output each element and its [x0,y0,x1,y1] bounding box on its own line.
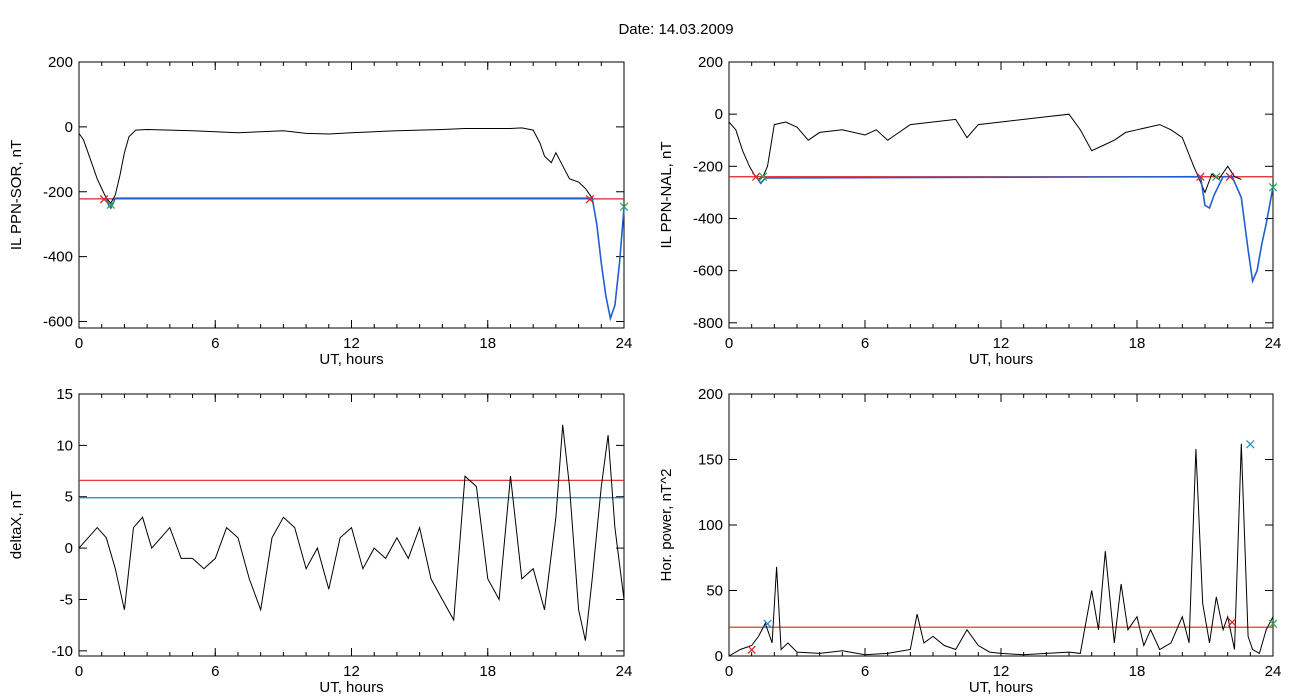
chart2-ytick-label: 200 [698,54,723,71]
figure-title: Date: 14.03.2009 [618,21,733,38]
chart1-ytick-label: -200 [43,184,73,201]
chart1-ytick-label: -600 [43,314,73,331]
chart1-ytick-label: 0 [65,119,73,136]
chart2-plot-frame [728,61,1274,329]
chart3-plot-frame [78,393,625,657]
chart1-xlabel: UT, hours [319,351,383,368]
chart4-xtick-label: 24 [1265,663,1282,680]
chart2-ytick-label: -400 [693,210,723,227]
chart4-ytick-label: 0 [715,648,723,665]
chart2-xtick-label: 24 [1265,335,1282,352]
chart2-ylabel: IL PPN-NAL, nT [658,142,675,249]
chart3-ytick-label: 15 [56,386,73,403]
chart1-xtick-label: 6 [211,335,219,352]
chart2-xlabel: UT, hours [969,351,1033,368]
chart1-xtick-label: 24 [616,335,633,352]
chart3-ytick-label: 10 [56,437,73,454]
chart2-ytick-label: -600 [693,263,723,280]
chart2-ytick-label: -200 [693,158,723,175]
chart3-ylabel: deltaX, nT [8,491,25,559]
chart2-marker: × [1194,168,1207,186]
chart4-marker: × [1226,613,1239,631]
chart1-plot-frame [78,61,625,329]
chart2-xtick-label: 6 [861,335,869,352]
chart4-ytick-label: 50 [706,583,723,600]
chart4-ytick-label: 100 [698,517,723,534]
chart4-series-line-1 [728,443,1274,657]
chart3-ytick-label: 0 [65,540,73,557]
chart2-ytick-label: -800 [693,315,723,332]
chart4-marker: × [1244,435,1257,453]
chart1-ytick-label: -400 [43,249,73,266]
chart1-xtick-label: 0 [75,335,83,352]
chart3-xtick-label: 24 [616,663,633,680]
chart2-xtick-label: 0 [725,335,733,352]
chart3-xtick-label: 6 [211,663,219,680]
chart3-xtick-label: 12 [343,663,360,680]
chart2-marker: × [1224,168,1237,186]
chart3-xtick-label: 0 [75,663,83,680]
chart2-xtick-label: 12 [993,335,1010,352]
chart1-series-line-2 [105,197,625,322]
chart2-series-line-2 [755,175,1274,285]
chart4-plot-frame [728,393,1274,657]
chart1-ytick-label: 200 [48,54,73,71]
chart2-xtick-label: 18 [1129,335,1146,352]
chart1-marker: × [98,190,111,208]
chart3-ytick-label: -5 [60,591,73,608]
chart4-marker: × [1267,614,1280,632]
chart1-xtick-label: 12 [343,335,360,352]
chart2-marker: × [1210,168,1223,186]
chart4-marker: × [745,640,758,658]
chart1-marker: × [618,197,631,215]
chart1-series-line-1 [78,127,593,204]
chart1-marker: × [584,190,597,208]
chart4-xtick-label: 18 [1129,663,1146,680]
chart4-ytick-label: 150 [698,452,723,469]
chart1-ylabel: IL PPN-SOR, nT [8,140,25,250]
chart3-xtick-label: 18 [479,663,496,680]
chart4-xlabel: UT, hours [969,679,1033,696]
chart2-marker: × [750,168,763,186]
chart4-xtick-label: 0 [725,663,733,680]
chart3-xlabel: UT, hours [319,679,383,696]
chart2-marker: × [1267,178,1280,196]
chart2-marker: × [757,168,770,186]
chart4-marker: × [761,614,774,632]
chart3-ytick-label: -10 [51,643,73,660]
chart3-ytick-label: 5 [65,489,73,506]
chart4-xtick-label: 12 [993,663,1010,680]
chart4-ylabel: Hor. power, nT^2 [658,469,675,582]
chart4-xtick-label: 6 [861,663,869,680]
chart1-marker: × [105,196,118,214]
chart4-ytick-label: 200 [698,386,723,403]
chart3-series-line-1 [78,424,625,641]
chart2-ytick-label: 0 [715,106,723,123]
chart2-series-line-1 [728,113,1242,194]
chart1-xtick-label: 18 [479,335,496,352]
